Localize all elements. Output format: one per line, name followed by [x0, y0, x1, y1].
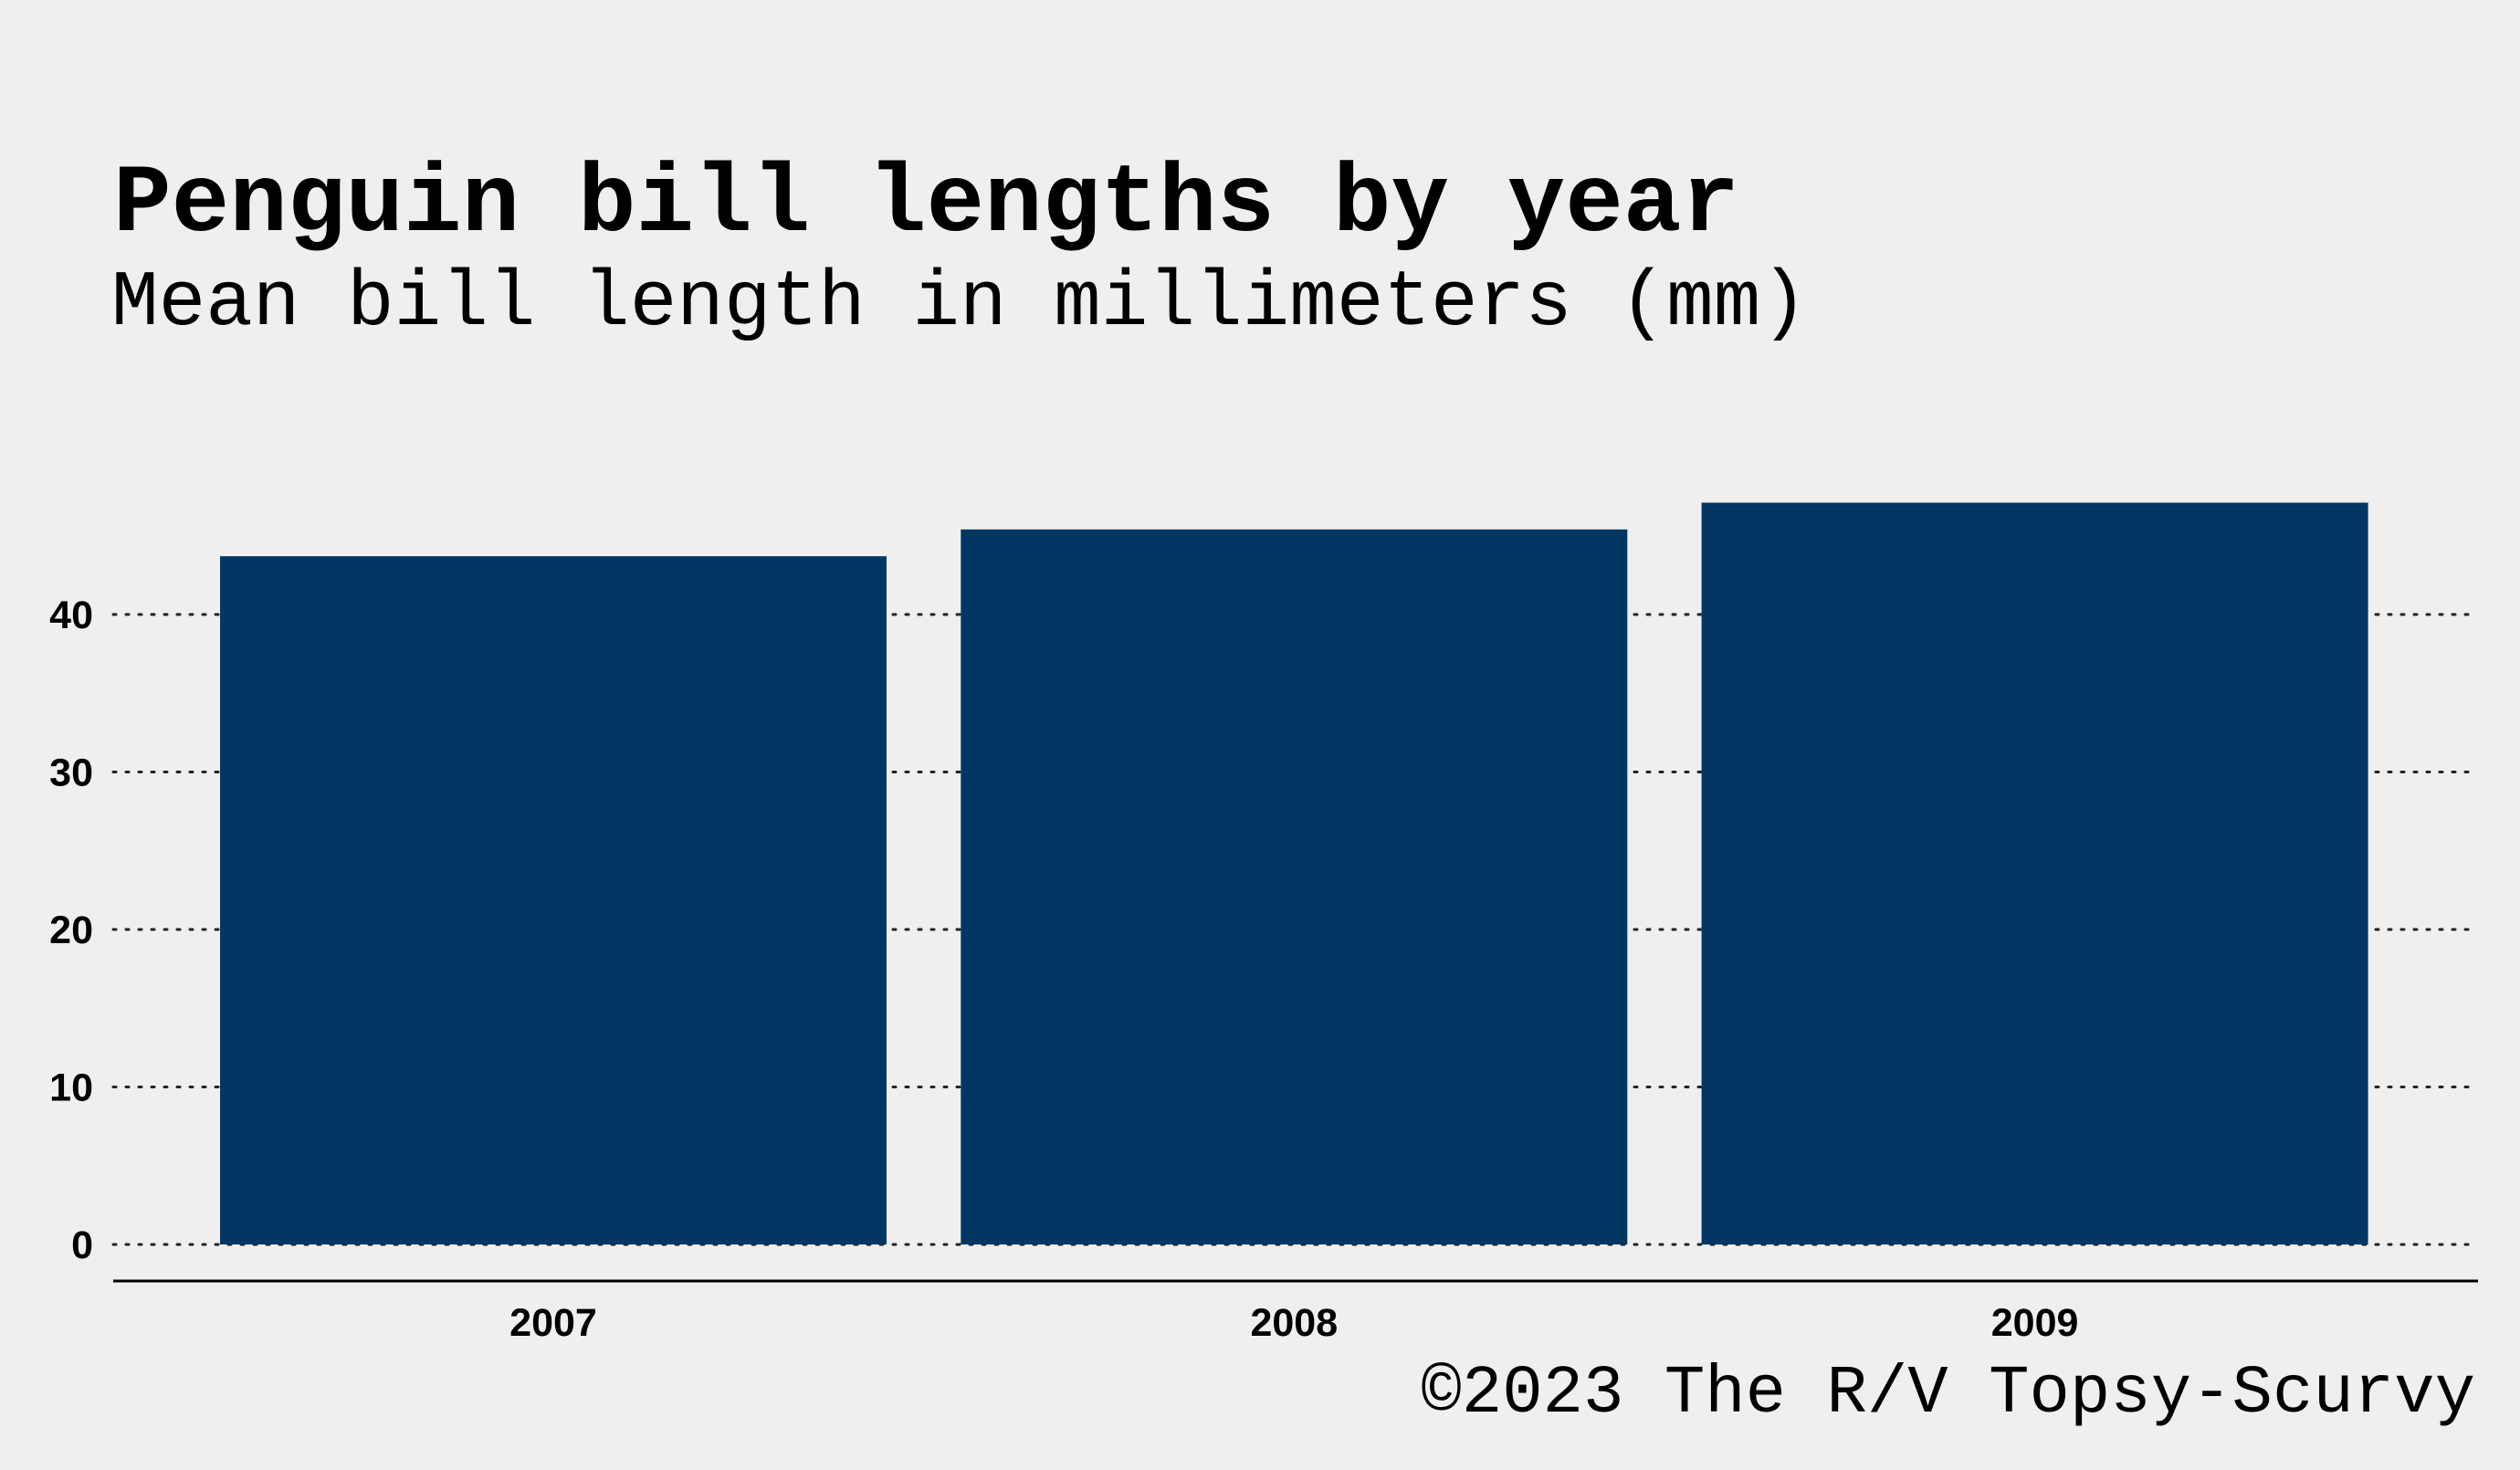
x-tick-label: 2007	[509, 1301, 597, 1345]
bar-2008	[961, 529, 1628, 1244]
y-tick-label: 30	[49, 751, 93, 795]
bars	[220, 502, 2368, 1244]
y-tick-label: 10	[49, 1066, 93, 1110]
x-tick-label: 2008	[1250, 1301, 1338, 1345]
bar-2007	[220, 556, 887, 1244]
x-tick-label: 2009	[1991, 1301, 2079, 1345]
x-axis-tick-labels: 2007 2008 2009	[509, 1301, 2078, 1345]
chart-subtitle: Mean bill length in millimeters (mm)	[111, 258, 1808, 348]
y-tick-label: 20	[49, 908, 93, 952]
bar-2009	[1701, 502, 2368, 1244]
y-tick-label: 0	[71, 1223, 93, 1267]
chart-caption: ©2023 The R/V Topsy-Scurvy	[1421, 1356, 2475, 1433]
y-tick-label: 40	[49, 593, 93, 637]
y-axis-tick-labels: 0 10 20 30 40	[49, 593, 93, 1267]
chart-title: Penguin bill lengths by year	[113, 150, 1739, 259]
